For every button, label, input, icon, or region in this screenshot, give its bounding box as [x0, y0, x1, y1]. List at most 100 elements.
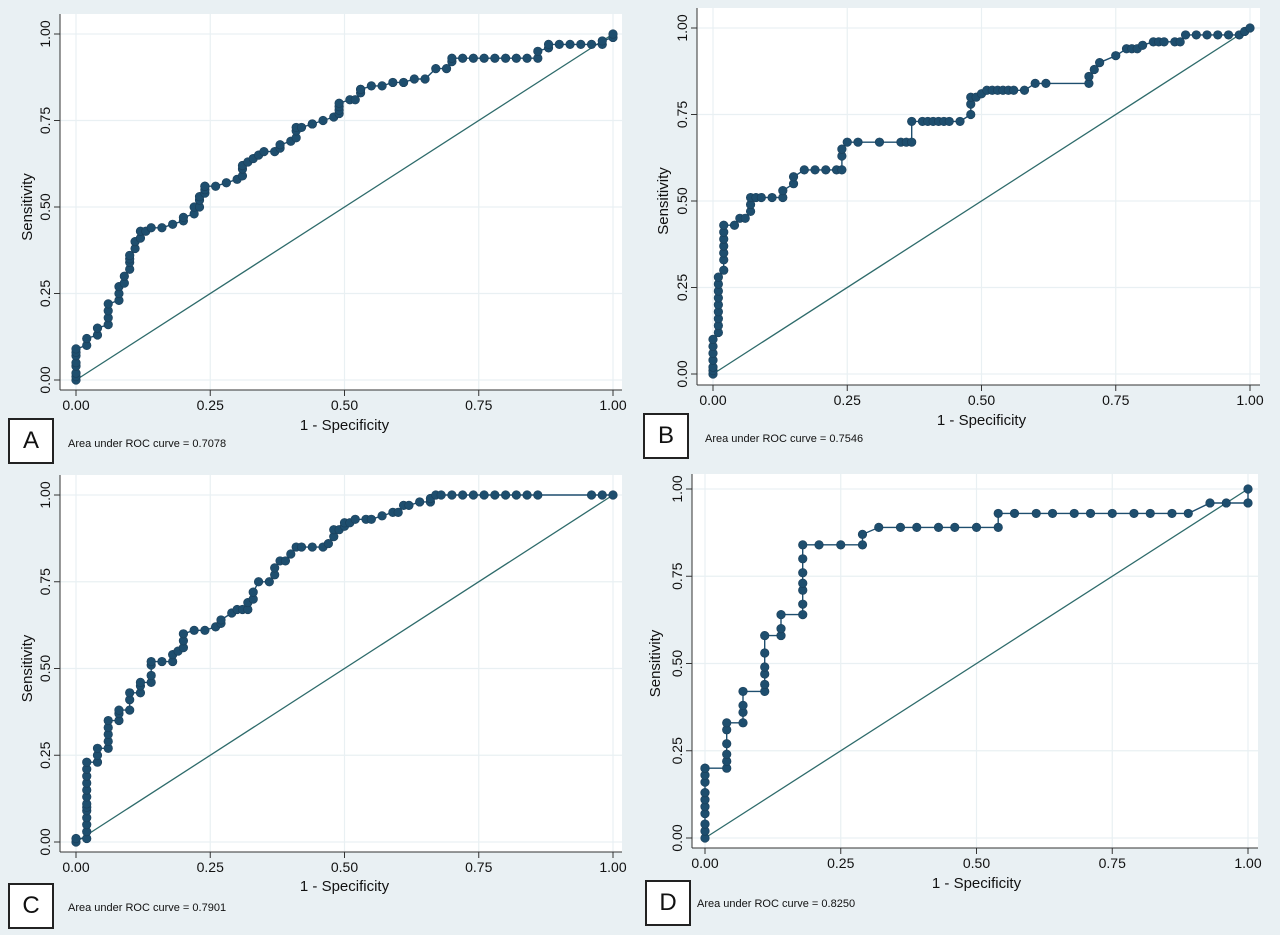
- roc-point: [1180, 30, 1191, 40]
- roc-point: [71, 344, 81, 354]
- roc-point: [511, 490, 521, 500]
- reference-diagonal-line: [75, 494, 614, 843]
- roc-point: [511, 53, 521, 63]
- roc-point: [114, 705, 124, 715]
- roc-point: [377, 511, 387, 521]
- roc-point: [912, 522, 922, 532]
- roc-point: [966, 109, 976, 120]
- x-tick-label: 1.00: [1234, 855, 1261, 871]
- y-tick-label: 0.50: [37, 193, 53, 220]
- roc-point: [458, 53, 468, 63]
- roc-point: [270, 563, 280, 573]
- roc-point: [350, 95, 360, 105]
- roc-point: [280, 556, 291, 566]
- x-tick-label: 0.00: [62, 397, 89, 413]
- roc-point: [1009, 508, 1020, 519]
- roc-point: [1089, 64, 1099, 75]
- roc-point: [907, 116, 917, 127]
- roc-point: [1191, 30, 1201, 40]
- roc-point: [146, 223, 156, 233]
- roc-point: [874, 522, 884, 532]
- roc-point: [1138, 40, 1148, 50]
- roc-point: [586, 490, 597, 500]
- roc-point: [608, 490, 618, 500]
- roc-point: [874, 137, 885, 147]
- auc-note: Area under ROC curve = 0.8250: [697, 898, 856, 910]
- roc-point: [799, 165, 809, 175]
- roc-point: [944, 116, 954, 127]
- roc-point: [565, 39, 575, 49]
- roc-point: [157, 223, 167, 233]
- roc-point: [554, 39, 564, 49]
- roc-point: [836, 540, 846, 550]
- roc-point: [398, 77, 409, 88]
- roc-point: [264, 577, 274, 587]
- roc-point: [125, 688, 135, 698]
- roc-point: [788, 172, 799, 182]
- roc-point: [200, 181, 210, 191]
- roc-point: [853, 137, 863, 147]
- roc-point: [318, 115, 328, 126]
- roc-point: [146, 656, 156, 667]
- roc-chart-svg: 0.00 0.25 0.50 0.75 1.00 0.00 0.25 0.50 0.75 1.00…: [647, 474, 1262, 892]
- roc-point: [436, 490, 446, 500]
- panel-letter-label: D: [645, 880, 691, 926]
- roc-point: [253, 577, 264, 587]
- roc-point: [103, 299, 113, 309]
- roc-point: [798, 578, 808, 588]
- roc-point: [993, 522, 1003, 532]
- roc-point: [92, 323, 103, 333]
- roc-point: [533, 46, 543, 56]
- roc-point: [441, 63, 452, 74]
- roc-point: [1159, 37, 1169, 47]
- roc-point: [356, 84, 366, 94]
- y-axis-title: Sensitivity: [19, 634, 36, 702]
- roc-point: [713, 272, 723, 282]
- roc-point: [950, 522, 960, 532]
- roc-point: [259, 147, 269, 157]
- roc-point: [350, 514, 360, 524]
- roc-point: [722, 718, 732, 728]
- roc-point: [729, 220, 740, 230]
- roc-point: [700, 788, 710, 798]
- roc-point: [490, 490, 500, 500]
- x-axis-title: 1 - Specificity: [300, 417, 390, 434]
- x-tick-label: 0.75: [465, 859, 492, 875]
- roc-point: [597, 36, 607, 46]
- roc-point: [216, 615, 226, 625]
- roc-point: [857, 529, 868, 539]
- roc-point: [756, 192, 766, 203]
- x-tick-label: 1.00: [599, 397, 626, 413]
- roc-point: [479, 490, 489, 500]
- roc-point: [200, 625, 210, 635]
- roc-point: [404, 500, 414, 511]
- roc-point: [211, 181, 221, 191]
- reference-diagonal-line: [704, 488, 1249, 839]
- roc-point: [798, 568, 808, 578]
- roc-panel-d: 0.00 0.25 0.50 0.75 1.00 0.00 0.25 0.50 0.75 1.00…: [640, 470, 1280, 935]
- roc-point: [415, 497, 425, 507]
- roc-panel-c: 0.00 0.25 0.50 0.75 1.00 0.00 0.25 0.50 0.75 1.00…: [0, 470, 640, 935]
- roc-point: [798, 554, 808, 564]
- roc-point: [125, 705, 135, 715]
- y-tick-label: 0.25: [674, 274, 690, 301]
- y-tick-label: 0.00: [37, 366, 53, 393]
- panel-letter-label: B: [643, 413, 689, 459]
- roc-point: [323, 538, 333, 549]
- roc-point: [522, 490, 532, 500]
- roc-point: [71, 833, 81, 844]
- y-tick-label: 0.75: [674, 101, 690, 128]
- y-tick-label: 0.00: [37, 828, 53, 855]
- roc-point: [907, 137, 917, 147]
- y-tick-label: 0.75: [37, 568, 53, 595]
- y-axis-title: Sensitivity: [647, 629, 664, 697]
- roc-point: [431, 63, 441, 74]
- roc-point: [1041, 78, 1051, 88]
- x-tick-label: 0.50: [968, 392, 995, 408]
- roc-point: [576, 39, 586, 49]
- roc-point: [1085, 508, 1096, 519]
- roc-point: [738, 718, 748, 728]
- roc-point: [221, 178, 231, 188]
- roc-point: [1069, 508, 1079, 519]
- roc-point: [1107, 508, 1117, 519]
